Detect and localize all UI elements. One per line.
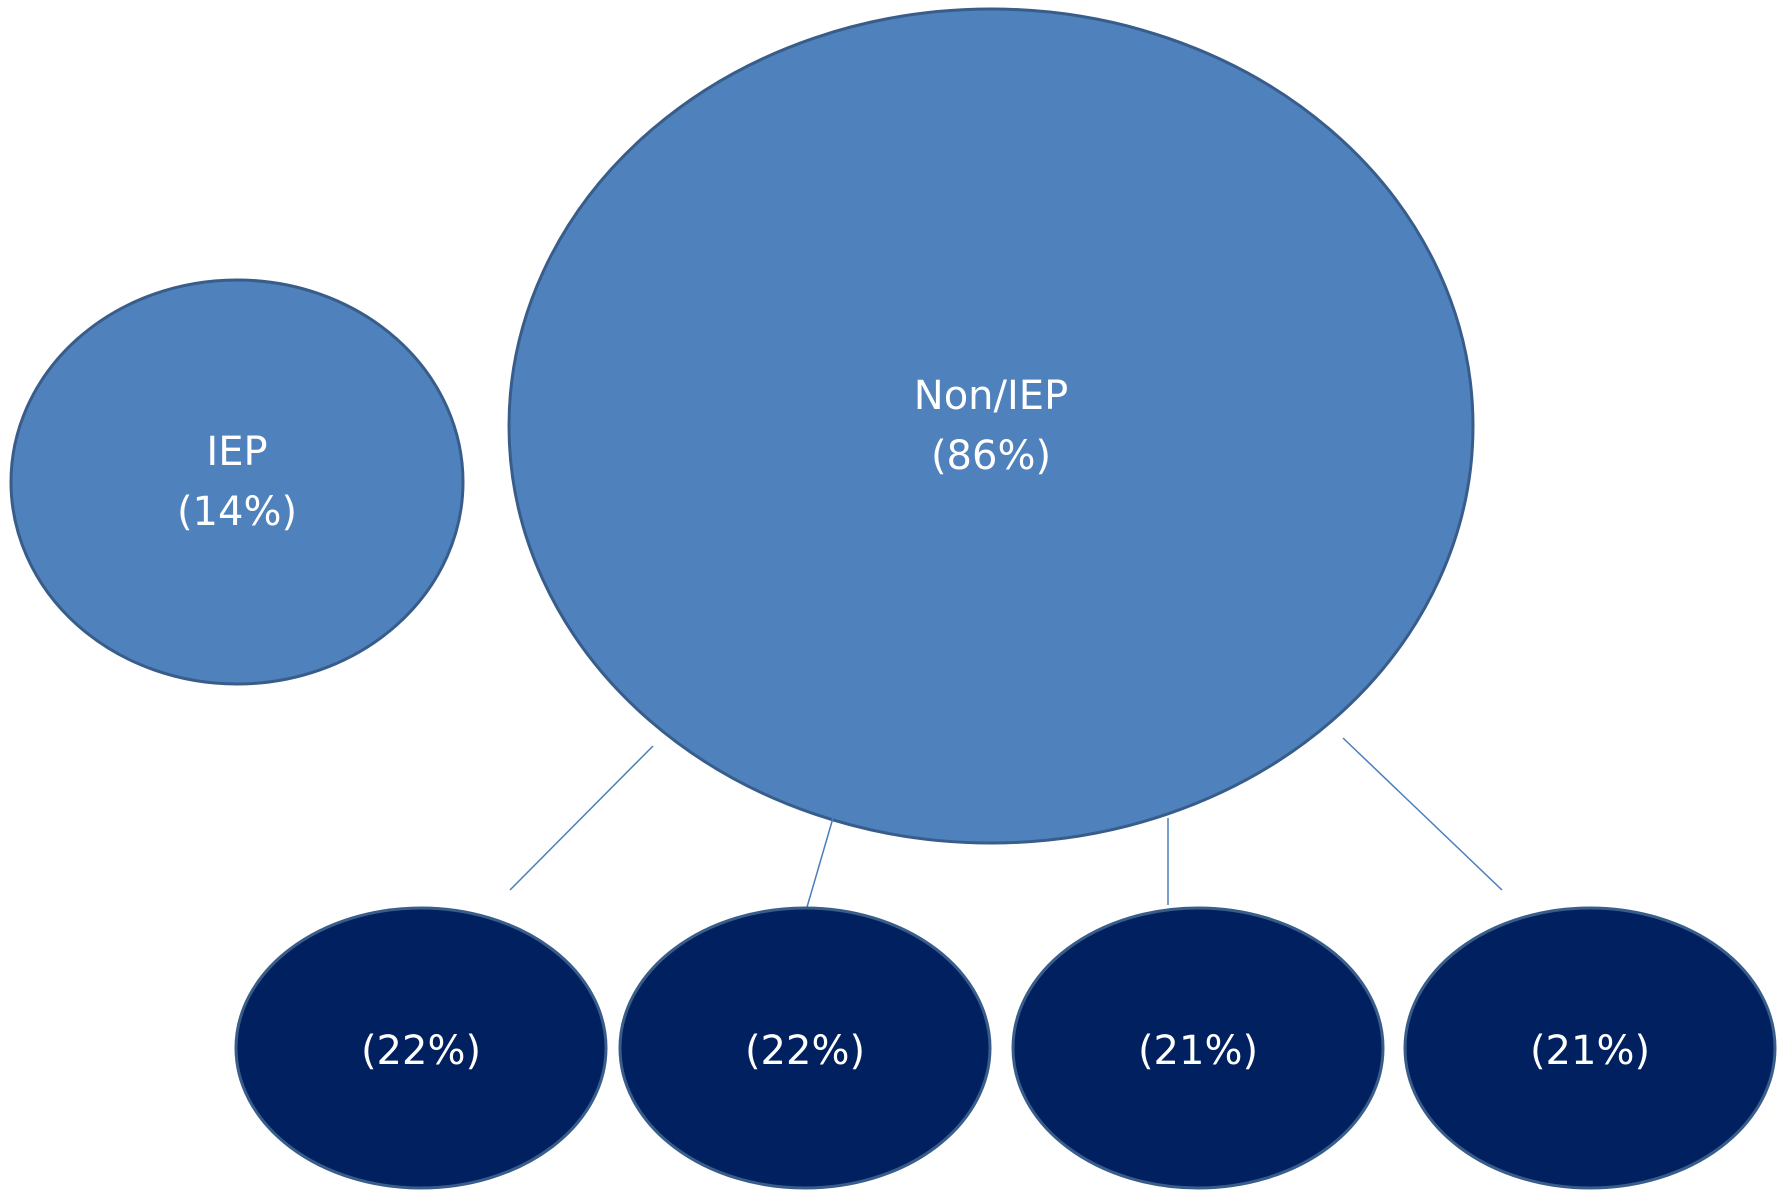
node-label: IEP	[206, 429, 267, 475]
node-value: (21%)	[1138, 1028, 1258, 1074]
sub-node	[618, 906, 992, 1190]
node-value: (14%)	[177, 489, 297, 535]
connector	[804, 817, 834, 915]
sub-node	[234, 906, 608, 1190]
sub-node	[1403, 906, 1777, 1190]
sub-node	[1011, 906, 1385, 1190]
node-label: Non/IEP	[914, 373, 1068, 419]
iep-node	[9, 278, 465, 686]
connector	[509, 745, 654, 891]
node-value: (22%)	[361, 1028, 481, 1074]
connector	[1342, 737, 1503, 891]
node-value: (22%)	[745, 1028, 865, 1074]
non-iep-node	[507, 7, 1475, 845]
node-value: (86%)	[931, 433, 1051, 479]
node-value: (21%)	[1530, 1028, 1650, 1074]
